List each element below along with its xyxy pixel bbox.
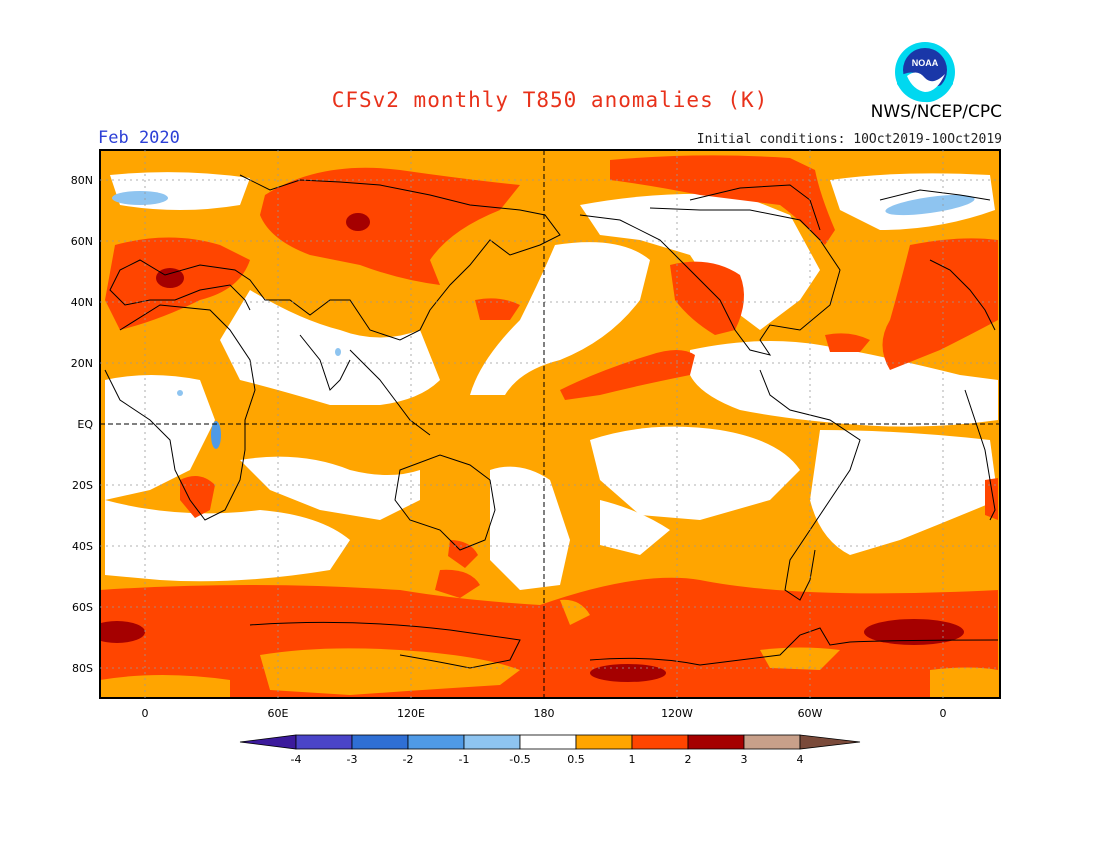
lon-label: 0	[940, 707, 947, 720]
colorbar-tick: -4	[291, 753, 302, 766]
colorbar-swatch	[295, 734, 353, 750]
lat-label: EQ	[77, 418, 93, 431]
map-title: CFSv2 monthly T850 anomalies (K)	[331, 88, 769, 112]
initial-conditions-label: Initial conditions: 10Oct2019-10Oct2019	[696, 132, 1002, 147]
lon-label: 120W	[661, 707, 693, 720]
latitude-labels: 80N 60N 40N 20N EQ 20S 40S 60S 80S	[71, 174, 94, 675]
lat-label: 60N	[71, 235, 93, 248]
coastlines	[104, 174, 999, 669]
lat-label: 80N	[71, 174, 93, 187]
colorbar-tick: -1	[459, 753, 470, 766]
lat-label: 60S	[72, 601, 93, 614]
lat-label: 80S	[72, 662, 93, 675]
lon-label: 180	[534, 707, 555, 720]
agency-label: NWS/NCEP/CPC	[870, 102, 1002, 122]
colorbar-tick: -0.5	[509, 753, 530, 766]
equator-dateline	[100, 150, 1000, 698]
colorbar-swatch	[351, 734, 409, 750]
colorbar-tick: -2	[403, 753, 414, 766]
lon-label: 0	[142, 707, 149, 720]
lon-label: 60W	[798, 707, 823, 720]
colorbar-swatch	[687, 734, 745, 750]
lon-label: 60E	[268, 707, 289, 720]
colorbar-tick: -3	[347, 753, 358, 766]
colorbar-labels: -4 -3 -2 -1 -0.5 0.5 1 2 3 4	[291, 753, 804, 766]
colorbar-arrow-low	[239, 734, 297, 750]
colorbar-arrow-high	[799, 734, 861, 750]
lat-label: 40N	[71, 296, 93, 309]
colorbar-tick: 0.5	[567, 753, 585, 766]
colorbar-swatch	[743, 734, 801, 750]
colorbar-tick: 3	[741, 753, 748, 766]
colorbar-swatch	[519, 734, 577, 750]
colorbar-swatch	[463, 734, 521, 750]
lat-label: 20S	[72, 479, 93, 492]
colorbar-tick: 1	[629, 753, 636, 766]
colorbar-tick: 4	[797, 753, 804, 766]
colorbar	[239, 734, 861, 750]
colorbar-tick: 2	[685, 753, 692, 766]
colorbar-swatch	[631, 734, 689, 750]
lat-label: 20N	[71, 357, 93, 370]
forecast-month-label: Feb 2020	[98, 128, 180, 148]
colorbar-swatch	[407, 734, 465, 750]
noaa-logo-icon: NOAA	[895, 42, 955, 103]
noaa-logo-text: NOAA	[912, 58, 939, 68]
longitude-labels: 0 60E 120E 180 120W 60W 0	[142, 707, 947, 720]
colorbar-swatch	[575, 734, 633, 750]
lon-label: 120E	[397, 707, 425, 720]
lat-label: 40S	[72, 540, 93, 553]
graticule	[100, 150, 1000, 698]
